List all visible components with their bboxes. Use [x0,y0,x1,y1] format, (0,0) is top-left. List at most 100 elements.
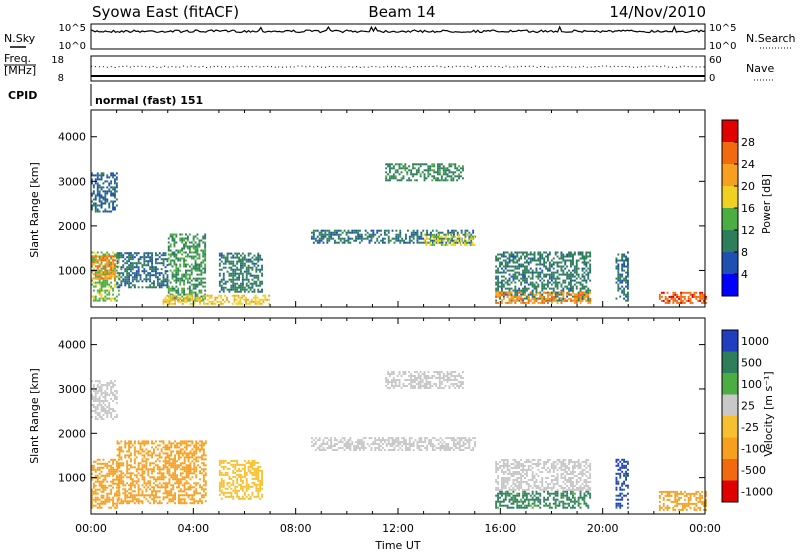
power-cell-6 [241,294,244,297]
power-cell-5 [220,268,223,271]
power-cell-10 [568,287,570,290]
power-cell-9 [435,239,437,242]
power-cell-0 [117,275,120,278]
power-cell-4 [188,273,191,276]
velocity-cell-2 [238,467,240,470]
velocity-cell-1 [197,464,200,467]
power-cell-8 [456,167,459,170]
power-cell-12 [627,291,629,294]
power-cell-12 [617,265,620,268]
velocity-cell-2 [226,483,229,486]
velocity-cell-0 [96,476,99,479]
velocity-cell-1 [155,446,157,449]
power-cell-7 [418,241,421,244]
velocity-cell-4 [343,443,346,445]
power-cell-6 [212,302,215,305]
power-cell-10 [522,289,524,292]
power-cell-4 [177,273,180,276]
power-cell-13 [666,291,669,294]
velocity-cell-1 [118,464,121,467]
power-cell-10 [554,293,557,296]
power-cell-3 [164,266,167,269]
velocity-cell-0 [110,472,113,475]
velocity-cell-4 [458,447,461,449]
power-cell-10 [548,277,551,280]
power-cell-0 [91,265,93,268]
power-cell-8 [414,163,416,166]
power-cell-5 [243,256,246,259]
velocity-cell-1 [162,452,165,455]
power-cell-4 [186,277,189,280]
power-cell-11 [539,293,542,296]
power-cell-10 [524,271,526,274]
velocity-cell-4 [336,439,338,442]
power-cell-12 [617,275,620,278]
power-cell-7 [462,233,465,236]
power-cell-7 [347,237,350,240]
power-cell-10 [568,253,570,256]
power-cell-10 [543,297,546,300]
power-cell-1 [102,265,105,268]
velocity-cell-2 [243,493,246,496]
velocity-cell-1 [143,460,146,463]
power-cell-9 [471,237,474,240]
power-cell-7 [412,235,415,238]
velocity-cell-1 [130,488,132,491]
power-cell-3 [120,256,123,259]
power-cell-2 [102,182,105,185]
velocity-cell-1 [183,442,186,445]
velocity-cell-1 [195,446,198,449]
velocity-cell-4 [387,437,390,440]
power-cell-7 [351,229,354,232]
power-cell-3 [128,272,130,275]
velocity-cell-4 [458,439,461,442]
velocity-cell-1 [201,444,203,447]
power-cell-1 [106,261,109,264]
power-cell-5 [222,278,225,281]
power-cell-4 [188,265,191,268]
velocity-cell-1 [158,452,161,455]
power-cell-6 [254,294,257,297]
power-cell-8 [433,169,436,172]
power-cell-2 [98,204,101,207]
velocity-cell-1 [185,492,188,495]
power-cell-10 [550,299,553,302]
velocity-cell-1 [143,486,146,489]
power-cell-11 [579,299,582,302]
power-cell-2 [114,180,116,183]
power-cell-13 [689,293,692,296]
velocity-cell-2 [226,461,229,464]
power-cell-6 [247,298,249,301]
power-cell-10 [589,259,592,262]
power-cell-10 [570,251,572,254]
power-cell-7 [383,229,386,232]
velocity-cell-4 [385,443,388,445]
power-cell-0 [106,281,109,284]
power-cell-0 [98,299,101,302]
velocity-cell-0 [112,482,114,485]
power-cell-10 [573,275,576,278]
velocity-cell-4 [439,445,442,447]
velocity-cell-2 [240,463,242,466]
power-cell-2 [94,194,97,197]
power-cell-3 [133,272,136,275]
velocity-cell-1 [162,466,165,469]
velocity-cell-4 [330,443,333,445]
power-cell-10 [508,261,511,264]
power-cell-12 [621,279,624,282]
power-cell-11 [510,301,513,304]
power-cell-3 [135,278,138,281]
power-cell-3 [137,258,140,261]
power-cell-3 [158,282,161,285]
velocity-cell-1 [174,462,176,465]
power-cell-7 [320,229,323,232]
power-cell-13 [703,299,705,302]
power-cell-11 [556,301,559,304]
power-cell-3 [155,268,157,271]
power-cell-5 [241,282,244,285]
velocity-cell-0 [102,474,105,477]
power-cell-6 [179,300,182,303]
velocity-cell-1 [120,470,123,473]
velocity-cell-1 [189,470,192,473]
power-cell-5 [257,290,260,293]
